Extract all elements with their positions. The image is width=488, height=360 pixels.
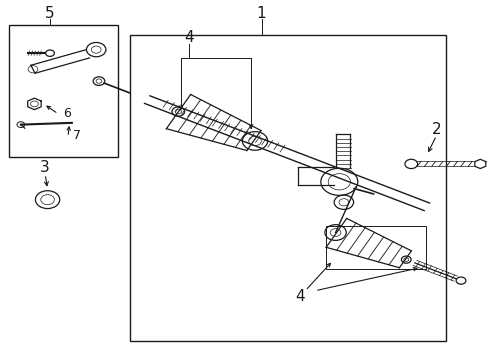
Text: 7: 7 (73, 129, 81, 142)
Text: 1: 1 (256, 6, 266, 21)
Bar (325, 226, 425, 269)
Bar (9, 24, 118, 157)
Text: 6: 6 (63, 107, 71, 120)
Text: 4: 4 (295, 289, 305, 303)
Text: 5: 5 (45, 6, 55, 21)
Text: 2: 2 (431, 122, 441, 138)
Text: 4: 4 (183, 30, 193, 45)
Bar (130, 35, 446, 341)
Text: 3: 3 (40, 160, 50, 175)
